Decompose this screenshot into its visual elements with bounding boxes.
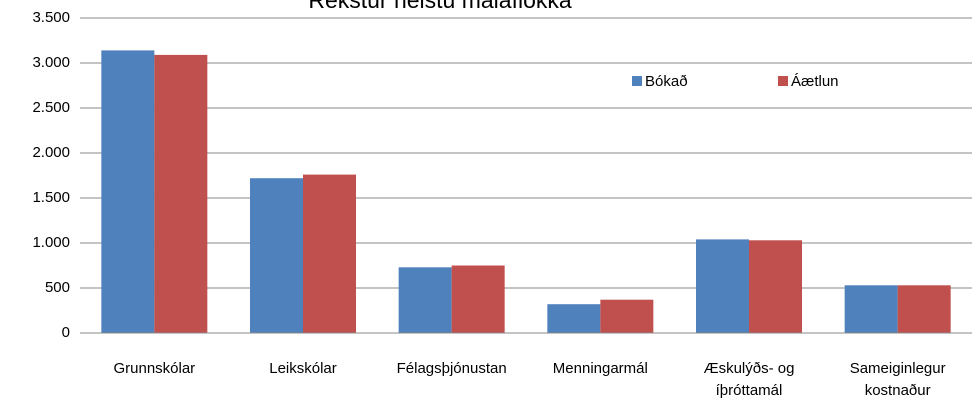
y-tick-label: 3.000 [32, 54, 70, 71]
bar [154, 54, 208, 334]
bar [547, 304, 601, 333]
x-tick-label: Æskulýðs- og íþróttamál [703, 360, 795, 399]
bar [101, 50, 155, 334]
legend-swatch [778, 76, 788, 86]
y-tick-label: 1.000 [32, 234, 70, 251]
chart-title: Rekstur helstu málaflokka [308, 0, 572, 13]
bar [844, 285, 898, 333]
bar [897, 285, 951, 333]
bar [398, 267, 452, 333]
x-tick-label: Sameiginlegur kostnaður [849, 360, 946, 399]
y-tick-label: 500 [45, 279, 70, 296]
x-tick-label: Félagsþjónustan [396, 360, 507, 377]
legend-label: Bókað [645, 73, 688, 90]
bar [451, 265, 505, 333]
bar [749, 240, 802, 333]
y-tick-label: 2.500 [32, 99, 70, 116]
x-tick-label: Leikskólar [269, 360, 337, 377]
x-tick-label: Menningarmál [552, 360, 648, 377]
bar [600, 299, 654, 333]
x-tick-label: Grunnskólar [113, 360, 196, 377]
bar [250, 178, 303, 333]
bar [303, 174, 356, 333]
legend-swatch [632, 76, 642, 86]
y-tick-label: 0 [62, 324, 70, 341]
legend-label: Áætlun [791, 73, 839, 90]
y-tick-label: 3.500 [32, 9, 70, 26]
y-tick-label: 1.500 [32, 189, 70, 206]
bar [696, 239, 749, 333]
y-tick-label: 2.000 [32, 144, 70, 161]
